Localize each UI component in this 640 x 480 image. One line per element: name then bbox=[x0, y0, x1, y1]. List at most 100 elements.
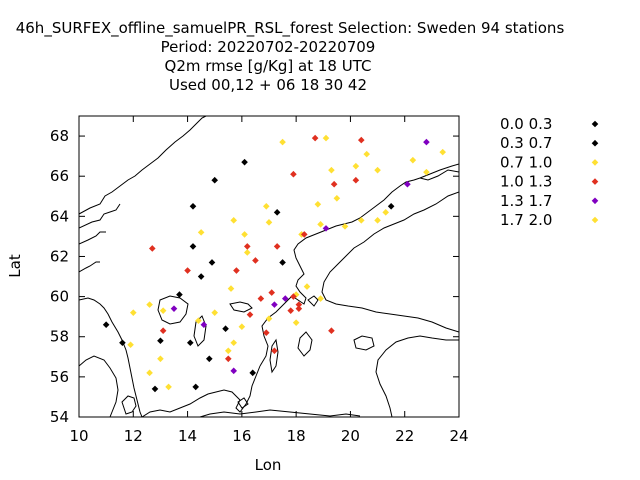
data-point-series-3 bbox=[233, 267, 240, 274]
data-point-series-2 bbox=[157, 355, 164, 363]
y-axis-label: Lat bbox=[6, 254, 24, 278]
legend-marker bbox=[591, 216, 599, 224]
data-point-series-3 bbox=[295, 305, 303, 312]
data-point-series-3 bbox=[330, 180, 338, 188]
data-point-series-3 bbox=[268, 289, 276, 296]
data-point-series-3 bbox=[295, 301, 303, 308]
data-point-series-2 bbox=[129, 309, 137, 316]
data-point-series-3 bbox=[287, 307, 295, 314]
data-point-series-2 bbox=[317, 295, 324, 302]
data-point-series-2 bbox=[227, 285, 235, 292]
data-point-series-2 bbox=[127, 341, 134, 349]
y-tick-label: 60 bbox=[50, 288, 69, 306]
data-point-series-2 bbox=[341, 223, 349, 230]
data-point-series-2 bbox=[224, 347, 232, 355]
data-point-series-2 bbox=[146, 369, 153, 377]
data-point-series-2 bbox=[357, 217, 365, 224]
data-point-series-3 bbox=[271, 347, 278, 355]
axis-ticks: 10 12 14 16 18 20 22 24 54 56 58 60 62 64 66 68 bbox=[50, 116, 469, 445]
coastline-map bbox=[79, 116, 459, 417]
legend: 0.0 0.30.3 0.70.7 1.0 1.0 1.31.3 1.71.7 2… bbox=[500, 115, 599, 229]
data-point-series-2 bbox=[243, 249, 251, 256]
data-point-series-3 bbox=[257, 295, 265, 302]
plot-frame bbox=[78, 115, 460, 418]
data-point-series-0 bbox=[387, 203, 395, 210]
y-tick-label: 58 bbox=[50, 328, 69, 346]
data-point-series-4 bbox=[423, 138, 430, 146]
data-point-series-3 bbox=[148, 245, 156, 252]
data-point-series-2 bbox=[195, 317, 202, 324]
chart-title: 46h_SURFEX_offline_samuelPR_RSL_forest S… bbox=[16, 19, 565, 94]
data-point-series-2 bbox=[322, 134, 330, 142]
data-point-series-0 bbox=[222, 325, 229, 333]
data-point-series-2 bbox=[265, 315, 273, 322]
data-point-series-2 bbox=[374, 217, 381, 224]
y-tick-label: 56 bbox=[50, 368, 69, 386]
x-tick-label: 18 bbox=[287, 427, 306, 445]
data-point-series-3 bbox=[300, 231, 308, 238]
data-point-series-0 bbox=[157, 337, 164, 345]
data-point-series-0 bbox=[205, 355, 213, 363]
data-point-series-2 bbox=[303, 283, 311, 290]
data-point-series-2 bbox=[197, 229, 205, 236]
data-point-series-0 bbox=[197, 273, 205, 280]
data-point-series-2 bbox=[159, 307, 167, 314]
data-point-series-2 bbox=[409, 156, 417, 164]
data-point-series-0 bbox=[186, 339, 194, 347]
data-point-series-4 bbox=[322, 225, 330, 232]
data-point-series-2 bbox=[314, 200, 322, 208]
data-point-series-3 bbox=[328, 327, 335, 335]
title-line-3: Q2m rmse [g/Kg] at 18 UTC bbox=[165, 57, 372, 75]
data-point-series-2 bbox=[230, 217, 238, 224]
data-point-series-3 bbox=[311, 134, 319, 142]
data-point-series-2 bbox=[382, 209, 390, 216]
legend-label: 0.7 1.0 bbox=[500, 153, 552, 171]
data-point-series-0 bbox=[208, 259, 216, 266]
data-point-series-3 bbox=[184, 267, 191, 274]
data-point-series-0 bbox=[249, 369, 257, 377]
legend-marker bbox=[591, 159, 599, 166]
data-point-series-2 bbox=[241, 231, 248, 238]
data-point-series-3 bbox=[262, 329, 270, 337]
x-axis-label: Lon bbox=[255, 456, 282, 474]
data-point-series-3 bbox=[224, 355, 232, 363]
data-point-series-0 bbox=[273, 209, 281, 216]
data-point-series-0 bbox=[151, 385, 159, 393]
data-point-series-2 bbox=[238, 323, 246, 330]
x-tick-label: 12 bbox=[124, 427, 143, 445]
data-point-series-2 bbox=[146, 301, 153, 308]
legend-marker bbox=[591, 178, 599, 185]
data-point-series-0 bbox=[119, 339, 126, 347]
data-point-series-4 bbox=[230, 367, 238, 375]
legend-label: 0.0 0.3 bbox=[500, 115, 552, 133]
data-point-series-3 bbox=[273, 243, 281, 250]
data-point-series-2 bbox=[328, 166, 335, 174]
data-point-series-2 bbox=[439, 148, 447, 156]
legend-label: 1.3 1.7 bbox=[500, 192, 552, 210]
data-point-series-3 bbox=[290, 170, 297, 178]
data-point-series-0 bbox=[241, 158, 248, 166]
y-tick-label: 64 bbox=[50, 207, 69, 225]
data-point-series-0 bbox=[189, 203, 197, 210]
data-point-series-3 bbox=[352, 176, 360, 184]
data-point-series-3 bbox=[159, 327, 167, 335]
legend-label: 1.7 2.0 bbox=[500, 211, 552, 229]
y-tick-label: 54 bbox=[50, 408, 69, 426]
data-point-series-2 bbox=[211, 309, 219, 316]
data-point-series-0 bbox=[176, 291, 183, 298]
legend-label: 0.3 0.7 bbox=[500, 134, 552, 152]
data-point-series-0 bbox=[102, 321, 110, 328]
data-point-series-3 bbox=[252, 257, 259, 264]
x-tick-label: 10 bbox=[69, 427, 88, 445]
data-points bbox=[102, 134, 447, 393]
data-point-series-3 bbox=[290, 293, 297, 300]
data-point-series-3 bbox=[246, 311, 254, 318]
data-point-series-2 bbox=[292, 291, 300, 298]
y-tick-label: 62 bbox=[50, 247, 69, 265]
data-point-series-4 bbox=[271, 301, 278, 308]
legend-marker bbox=[591, 197, 599, 205]
y-tick-label: 66 bbox=[50, 167, 69, 185]
x-tick-label: 22 bbox=[395, 427, 414, 445]
data-point-series-2 bbox=[317, 221, 324, 228]
